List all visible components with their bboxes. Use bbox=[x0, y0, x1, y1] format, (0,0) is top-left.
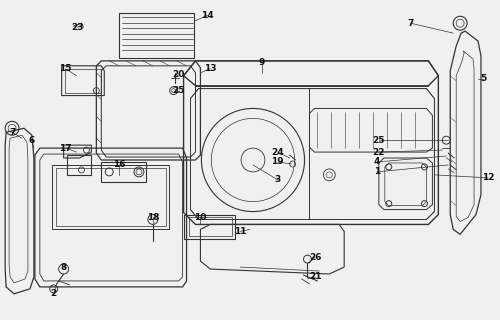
Text: 23: 23 bbox=[72, 23, 84, 32]
Text: 20: 20 bbox=[172, 70, 185, 79]
Text: 18: 18 bbox=[146, 213, 159, 222]
Text: 9: 9 bbox=[258, 58, 265, 67]
Text: 2: 2 bbox=[50, 289, 57, 298]
Text: 6: 6 bbox=[29, 136, 35, 145]
Text: 12: 12 bbox=[482, 173, 494, 182]
Text: 16: 16 bbox=[113, 160, 126, 170]
Text: 25: 25 bbox=[372, 136, 385, 145]
Text: 17: 17 bbox=[60, 144, 72, 153]
Text: 8: 8 bbox=[60, 263, 67, 272]
Text: 19: 19 bbox=[272, 157, 284, 166]
Text: 24: 24 bbox=[272, 148, 284, 156]
Text: 1: 1 bbox=[374, 167, 380, 176]
Text: 11: 11 bbox=[234, 227, 246, 236]
Text: 13: 13 bbox=[204, 64, 216, 73]
Text: 4: 4 bbox=[374, 157, 380, 166]
Text: 22: 22 bbox=[372, 148, 385, 156]
Text: 15: 15 bbox=[60, 64, 72, 73]
Text: 21: 21 bbox=[309, 272, 322, 282]
Text: 25: 25 bbox=[172, 86, 185, 95]
Text: 7: 7 bbox=[9, 128, 16, 137]
Text: 7: 7 bbox=[408, 19, 414, 28]
Text: 3: 3 bbox=[274, 175, 281, 184]
Text: 5: 5 bbox=[480, 74, 486, 83]
Text: 26: 26 bbox=[309, 253, 322, 262]
Text: 10: 10 bbox=[194, 213, 206, 222]
Text: 14: 14 bbox=[201, 11, 213, 20]
